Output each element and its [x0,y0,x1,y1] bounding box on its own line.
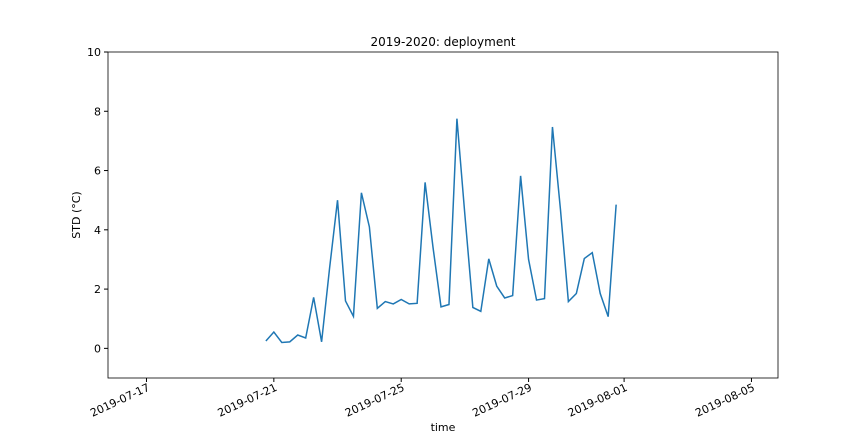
y-tick-label: 6 [94,165,101,178]
y-tick-label: 2 [94,283,101,296]
y-tick-label: 8 [94,105,101,118]
x-axis-label: time [431,421,456,432]
y-axis-label: STD (°C) [70,191,83,238]
y-tick-label: 4 [94,224,101,237]
plot-frame [107,51,779,379]
y-tick-label: 10 [87,46,101,59]
y-tick-label: 0 [94,342,101,355]
series-line [265,118,617,344]
chart-title: 2019-2020: deployment [370,35,515,49]
